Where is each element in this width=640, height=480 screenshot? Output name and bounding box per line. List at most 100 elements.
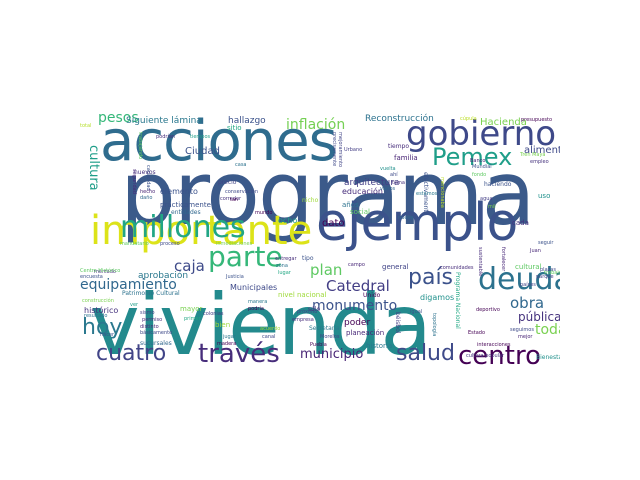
cloud-word: deportivo — [476, 307, 500, 313]
cloud-word: primer — [184, 316, 201, 322]
cloud-word: gobierno — [406, 114, 557, 154]
cloud-word: campo — [348, 262, 365, 268]
cloud-word: importante — [90, 208, 313, 254]
cloud-word: alimento — [524, 145, 560, 156]
cloud-word: Puebla — [310, 342, 327, 348]
cloud-word: inmediaciones — [216, 241, 253, 247]
cloud-word: ocho — [278, 216, 298, 225]
cloud-word: ejemplo — [316, 193, 518, 253]
cloud-word: mundo — [255, 210, 273, 216]
cloud-word: ahí — [390, 172, 398, 178]
cloud-word: obra — [510, 294, 545, 312]
cloud-word: topología — [431, 313, 437, 337]
cloud-word: jugar — [223, 334, 236, 340]
cloud-word: tipo — [302, 255, 314, 262]
cloud-word: parque — [536, 274, 554, 280]
cloud-word: equipamiento — [80, 277, 177, 293]
cloud-word: seguir — [538, 240, 554, 246]
cloud-word: social — [350, 208, 370, 216]
cloud-word: deuda — [478, 262, 560, 297]
cloud-word: municipio — [300, 347, 364, 362]
cloud-word: ver — [130, 302, 139, 308]
cloud-word: parte — [208, 240, 283, 273]
cloud-word: bien — [215, 321, 231, 329]
cloud-word: arquitectura — [344, 178, 400, 188]
cloud-word: familia — [394, 154, 418, 162]
cloud-word: mayor — [180, 305, 203, 313]
cloud-word: zona — [276, 263, 288, 269]
cloud-word: Estado — [468, 330, 486, 336]
cloud-word: fortalecer — [500, 247, 506, 272]
cloud-word: presupuesto — [521, 117, 553, 123]
cloud-word: mejor — [518, 334, 533, 340]
cloud-word: trabajando — [137, 132, 143, 160]
cloud-word: mejoramiento — [337, 132, 343, 168]
cloud-word: nueve — [398, 215, 414, 221]
cloud-word: vuelta — [380, 166, 396, 172]
cloud-word: Siguiente lámina — [126, 116, 202, 126]
cloud-word: digamos — [420, 293, 455, 302]
cloud-word: sucursales — [140, 340, 172, 347]
cloud-word: trabajo — [544, 270, 560, 276]
cloud-word: país — [408, 265, 454, 290]
cloud-word: lugar — [278, 270, 291, 276]
cloud-word: Programa Nacional — [454, 272, 461, 329]
cloud-word: sólo — [308, 306, 321, 313]
cloud-word: sismo — [140, 310, 155, 316]
cloud-word: mandatario — [120, 241, 149, 247]
cloud-word: encuesta — [80, 274, 103, 280]
word-cloud: programa vivienda acciones ejemplo impor… — [80, 107, 560, 373]
cloud-word: cada — [512, 219, 529, 227]
cloud-word: precisamente — [331, 132, 337, 167]
cloud-word: corredor — [220, 196, 242, 202]
cloud-word: poder — [344, 318, 371, 328]
cloud-word: hoy — [82, 315, 123, 340]
cloud-word: través — [198, 339, 280, 369]
cloud-word: total — [80, 123, 92, 129]
cloud-word: sitio — [227, 124, 242, 132]
cloud-word: centro — [458, 341, 541, 371]
cloud-word: precio — [218, 179, 237, 186]
cloud-word: manera — [248, 299, 268, 305]
cloud-word: inflación — [286, 117, 346, 133]
cloud-word: madera — [217, 341, 237, 347]
cloud-word: conservación — [225, 189, 259, 195]
cloud-word: salud — [396, 341, 455, 366]
cloud-word: pesos — [98, 110, 139, 126]
cloud-word: Urbano — [344, 147, 363, 153]
cloud-word: sustentable — [477, 247, 483, 277]
cloud-word: Patrimonio Cultural — [122, 290, 180, 297]
cloud-word: cúpula — [460, 116, 477, 122]
cloud-word: tan — [230, 197, 239, 203]
cloud-word: nivel nacional — [278, 291, 327, 299]
cloud-word: mencionaba — [439, 177, 445, 208]
cloud-word: seguimos — [510, 327, 534, 333]
cloud-word: nuevos — [134, 169, 156, 176]
cloud-word: hecho — [140, 189, 156, 195]
cloud-word: hallazgo — [228, 116, 266, 126]
cloud-word: histórico — [84, 306, 119, 315]
cloud-word: distinto — [140, 324, 159, 330]
cloud-word: interacciones — [477, 342, 511, 348]
cloud-word: educación — [342, 187, 383, 196]
cloud-word: entregar — [275, 256, 297, 262]
cloud-word: Catedral — [326, 277, 390, 295]
cloud-word: aprobación — [138, 271, 189, 281]
cloud-word: tiempos — [190, 134, 211, 140]
cloud-word: permiso — [142, 317, 163, 323]
cloud-word: acciones — [100, 109, 338, 174]
cloud-word: tiempo — [388, 143, 410, 150]
cloud-word: Centro Histórico — [80, 268, 121, 274]
cloud-word: historia — [366, 342, 393, 350]
cloud-word: mil — [488, 204, 496, 210]
cloud-word: entidades — [171, 209, 201, 216]
cloud-word: cultura — [86, 145, 101, 191]
cloud-word: Hacienda — [480, 117, 527, 128]
cloud-word: prácticamente — [160, 201, 211, 209]
cloud-word: toda — [535, 322, 560, 338]
cloud-word: Secretaría — [309, 325, 340, 332]
cloud-word: agua — [480, 196, 493, 202]
cloud-word: tema — [392, 180, 405, 186]
cloud-word: monumento — [312, 298, 398, 314]
cloud-word: podrían — [156, 134, 176, 140]
